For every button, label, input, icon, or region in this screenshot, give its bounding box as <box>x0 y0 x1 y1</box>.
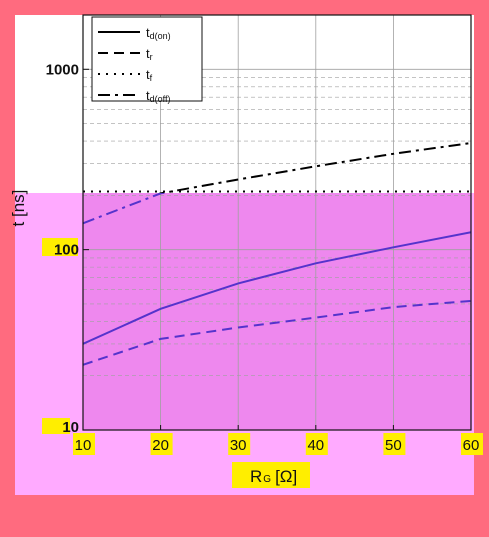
legend-label-main: t <box>146 25 150 40</box>
x-tick-highlight <box>73 433 95 455</box>
tick-highlights <box>42 238 483 455</box>
legend-label-sub: d(off) <box>150 94 171 104</box>
series-line-0 <box>83 231 471 345</box>
plot-area-lower <box>83 193 471 430</box>
y-tick-label: 10 <box>62 419 79 436</box>
x-tick-highlight <box>305 433 328 455</box>
x-tick-label: 10 <box>75 437 92 454</box>
y-axis-title: t [ns] <box>9 190 28 227</box>
legend-label-sub: d(on) <box>150 31 171 41</box>
x-tick-label: 30 <box>230 437 247 454</box>
series-layer <box>83 142 471 366</box>
series-line-3 <box>158 142 471 193</box>
y-tick-label: 100 <box>54 242 79 259</box>
legend-label: tr <box>146 46 153 62</box>
series-line-1 <box>83 299 471 366</box>
legend-label-sub: r <box>150 52 153 62</box>
x-axis-title-highlight <box>232 462 310 488</box>
legend-label-main: t <box>146 46 150 61</box>
figure-background-upper <box>15 15 474 193</box>
plot-frame <box>82 14 472 431</box>
x-axis-title: RG [Ω] <box>250 467 297 486</box>
y-tick-highlight <box>42 418 70 434</box>
legend-label: td(off) <box>146 88 170 104</box>
legend-label: tf <box>146 67 153 83</box>
series-line-3 <box>83 193 169 225</box>
x-tick-label: 20 <box>152 437 169 454</box>
x-tick-label: 40 <box>307 437 324 454</box>
x-tick-highlight <box>228 433 251 455</box>
x-tick-highlight <box>461 433 483 455</box>
x-tick-highlight <box>383 433 406 455</box>
legend-label-main: t <box>146 88 150 103</box>
legend-label: td(on) <box>146 25 171 41</box>
x-axis-title-unit: [Ω] <box>275 467 297 486</box>
legend-label-sub: f <box>150 73 153 83</box>
x-axis-title-main: R <box>250 467 262 486</box>
x-axis-ticks: 10 20 30 40 50 60 <box>75 425 480 454</box>
y-tick-highlight <box>42 238 78 256</box>
x-tick-label: 60 <box>463 437 480 454</box>
y-axis-ticks: 10 100 1000 <box>46 61 89 436</box>
x-tick-label: 50 <box>385 437 402 454</box>
x-tick-highlight <box>150 433 173 455</box>
legend-label-main: t <box>146 67 150 82</box>
x-axis-title-sub: G <box>263 474 271 485</box>
y-tick-label: 1000 <box>46 61 79 78</box>
